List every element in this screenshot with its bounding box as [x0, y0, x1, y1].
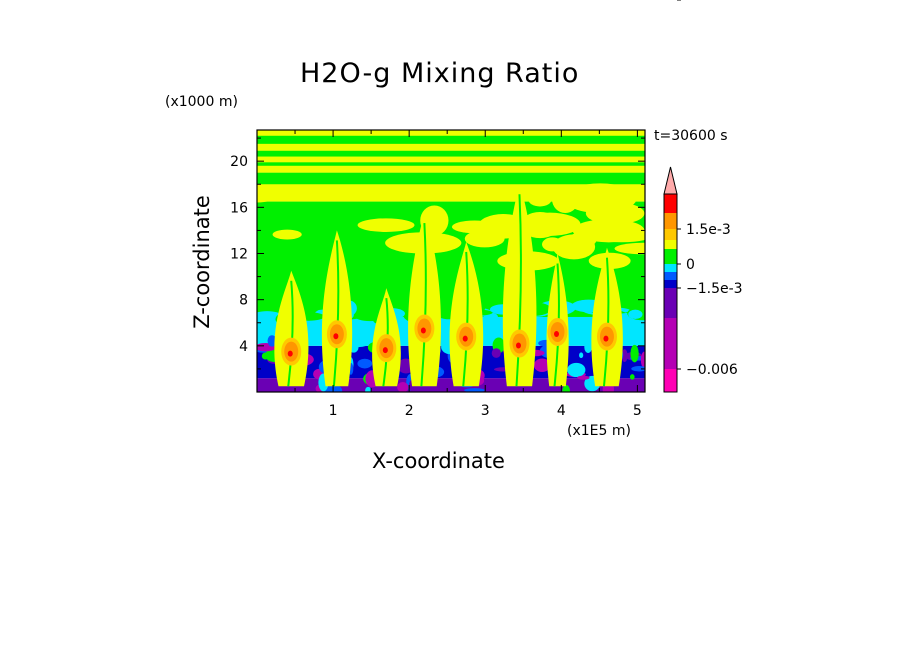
y-axis-label: Z-coordinate	[190, 195, 214, 329]
y-tick-label: 12	[230, 246, 248, 262]
y-tick-label: 8	[239, 293, 248, 309]
turbulence-patch	[562, 384, 570, 392]
moist-patch	[590, 228, 645, 243]
turbulence-patch	[621, 349, 628, 363]
colorbar-over-arrow	[663, 166, 678, 195]
turbulence-patch	[357, 358, 373, 369]
colorbar-swatch	[664, 229, 677, 240]
colorbar-swatch	[664, 264, 677, 272]
plume-edge	[420, 223, 427, 387]
moist-patch	[464, 230, 505, 248]
x-unit-label: (x1E5 m)	[567, 423, 631, 439]
y-tick-label: 4	[239, 339, 248, 355]
x-tick-label: 4	[557, 403, 566, 419]
plume-core	[333, 333, 339, 340]
turbulence-patch	[464, 388, 485, 392]
colorbar-swatch	[664, 369, 677, 392]
colorbar-swatch	[664, 272, 677, 280]
chart-title: H2O-g Mixing Ratio	[300, 58, 580, 89]
plume	[408, 213, 441, 387]
plume-core	[603, 335, 609, 342]
moist-patch	[489, 189, 541, 202]
y-tick-label: 16	[230, 200, 248, 216]
turbulence-patch	[629, 374, 635, 380]
layer-green	[257, 201, 645, 317]
turbulence-patch	[577, 375, 590, 380]
colorbar-tick-label: 0	[686, 257, 695, 273]
plume-edge	[462, 251, 469, 387]
x-axis-label: X-coordinate	[372, 449, 505, 473]
colorbar-tick-label: −1.5e-3	[686, 281, 743, 297]
turbulence-patch	[579, 352, 584, 359]
x-axis: 1 2 3 4 5	[294, 130, 642, 419]
moist-patch	[542, 237, 563, 252]
x-tick-label: 5	[633, 403, 642, 419]
turbulence-patch	[640, 351, 645, 369]
plume-core	[420, 327, 426, 334]
moist-patch	[272, 229, 302, 240]
colorbar-swatch	[664, 249, 677, 264]
colorbar-swatch	[664, 213, 677, 229]
upper-band	[257, 135, 645, 144]
y-unit-label: (x1000 m)	[165, 94, 238, 110]
transition-patch	[303, 302, 330, 311]
turbulence-patch	[267, 335, 277, 347]
plume-edge	[515, 194, 522, 387]
moist-patch	[563, 183, 637, 214]
transition-patch	[628, 309, 643, 320]
plume-core	[515, 342, 521, 349]
plume-core	[554, 330, 560, 337]
heatmap-field	[257, 130, 645, 392]
plume-edge	[287, 280, 294, 387]
turbulence-patch	[397, 382, 409, 392]
plume-edge	[602, 257, 610, 387]
plume-edge	[332, 240, 340, 387]
upper-band	[257, 172, 645, 185]
turbulence-patch	[533, 358, 551, 373]
colorbar-swatch	[664, 240, 677, 249]
colorbar: 0.004 1.5e-3 0 −1.5e-3 −0.006	[663, 0, 743, 393]
colorbar-swatch	[664, 194, 677, 213]
colorbar-tick-label: 1.5e-3	[686, 222, 731, 238]
colorbar-swatch	[664, 288, 677, 318]
colorbar-tick-label: −0.006	[686, 362, 738, 378]
upper-band	[257, 162, 645, 166]
upper-band	[257, 150, 645, 157]
turbulence-patch	[630, 344, 639, 363]
plume	[591, 247, 623, 387]
transition-patch	[572, 300, 598, 312]
transition-patch	[257, 311, 281, 320]
layer-violet	[257, 378, 645, 392]
colorbar-swatch	[664, 318, 677, 369]
moist-patch	[614, 242, 645, 255]
turbulence-patch	[631, 366, 645, 372]
colorbar-swatch	[664, 280, 677, 288]
turbulence-patch	[584, 341, 593, 353]
plume	[321, 230, 353, 387]
turbulence-patch	[567, 362, 586, 378]
x-tick-label: 2	[405, 403, 414, 419]
plume-core	[287, 350, 293, 357]
plot-frame	[256, 129, 646, 393]
x-tick-label: 1	[329, 403, 338, 419]
colorbar-frame	[663, 193, 678, 393]
plume-core	[382, 347, 388, 354]
plume	[449, 241, 484, 387]
time-label: t=30600 s	[654, 128, 728, 144]
y-axis: 4 8 12 16 20	[230, 137, 645, 370]
x-tick-label: 3	[481, 403, 490, 419]
plume-core	[462, 335, 468, 342]
moist-patch	[257, 189, 276, 203]
moist-patch	[519, 212, 581, 236]
moist-patch	[357, 218, 415, 232]
turbulence-patch	[365, 386, 372, 392]
y-tick-label: 20	[230, 154, 248, 170]
colorbar-tick-label: 0.004	[686, 0, 726, 4]
turbulence-patch	[491, 348, 501, 358]
